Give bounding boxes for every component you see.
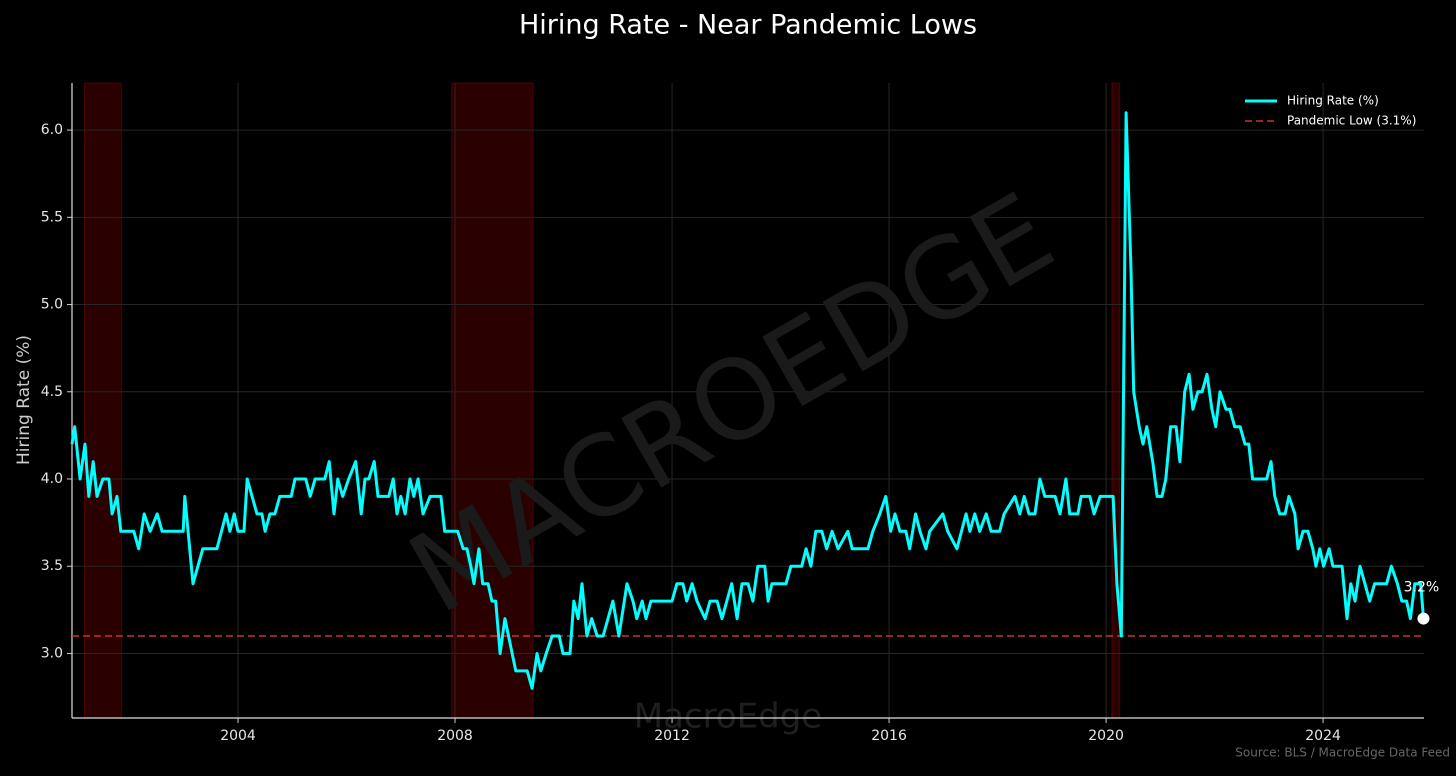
y-axis-label: Hiring Rate (%) [14, 335, 34, 465]
x-tick-label: 2020 [1088, 728, 1124, 744]
recession-shade [1111, 82, 1121, 719]
y-tick-label: 5.0 [41, 297, 63, 313]
y-tick-label: 4.0 [41, 471, 63, 487]
chart-title: Hiring Rate - Near Pandemic Lows [519, 10, 977, 41]
y-tick-label: 3.0 [41, 645, 63, 661]
x-tick-label: 2004 [220, 728, 256, 744]
source-note: Source: BLS / MacroEdge Data Feed [1235, 746, 1450, 760]
y-tick-label: 6.0 [41, 122, 63, 138]
end-point [1417, 612, 1430, 625]
legend-label: Pandemic Low (3.1%) [1287, 114, 1416, 128]
x-tick-label: 2016 [871, 728, 907, 744]
y-tick-label: 3.5 [41, 558, 63, 574]
legend-label: Hiring Rate (%) [1287, 94, 1379, 108]
data-line [70, 111, 1425, 690]
y-tick-label: 4.5 [41, 384, 63, 400]
recession-shade [83, 82, 122, 719]
watermark: MacroEdge [634, 697, 822, 737]
y-tick-label: 5.5 [41, 209, 63, 225]
x-tick-label: 2012 [654, 728, 690, 744]
recession-shade [451, 82, 534, 719]
x-tick-label: 2024 [1305, 728, 1341, 744]
end-label: 3.2% [1404, 580, 1440, 596]
x-tick-label: 2008 [437, 728, 473, 744]
